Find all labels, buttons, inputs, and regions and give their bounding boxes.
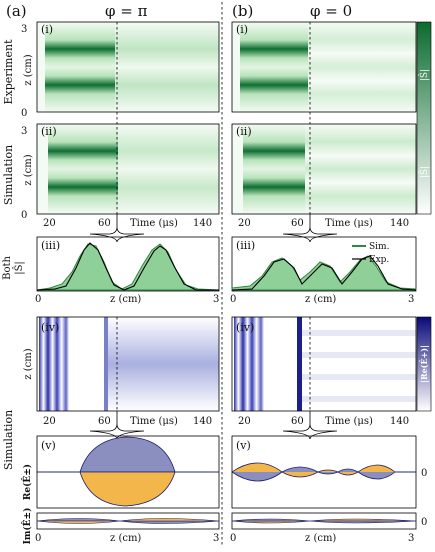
sub-b-v: (v) — [236, 439, 251, 452]
t-tick-20-a: 20 — [43, 218, 56, 229]
colorbar-green-label-ii: |Ŝ| — [418, 166, 430, 178]
time-label-a2: Time (μs) — [130, 416, 178, 427]
time-label-b2: Time (μs) — [325, 416, 373, 427]
zh-tick-0-a: 0 — [35, 294, 41, 305]
zh-label-b2: z (cm) — [305, 533, 336, 544]
im-zero: 0 — [421, 517, 427, 528]
plot-a-v-re — [36, 435, 220, 509]
z-label-a-ii: z (cm) — [23, 154, 34, 185]
plot-b-v-re — [231, 435, 417, 509]
panel-b-phase: φ = 0 — [310, 2, 352, 20]
heatmap-a-iv — [36, 316, 220, 412]
t-tick-20-b2: 20 — [238, 416, 251, 427]
t-tick-140-b: 140 — [390, 218, 409, 229]
sub-a-i: (i) — [41, 23, 53, 36]
t-tick-140-b2: 140 — [390, 416, 409, 427]
brace-a — [89, 214, 145, 243]
zh-tick-0-b2: 0 — [230, 533, 236, 544]
zh-tick-0-a2: 0 — [35, 533, 41, 544]
z-tick-0-a-ii: 0 — [21, 210, 27, 221]
z-label-a-iv: z (cm) — [23, 348, 34, 379]
t-tick-60-b: 60 — [291, 218, 304, 229]
time-label-a: Time (μs) — [130, 218, 178, 229]
zh-tick-3-b: 3 — [408, 294, 414, 305]
legend-sim: Sim. — [369, 242, 390, 252]
legend-exp: Exp. — [369, 255, 389, 265]
z-tick-0-a-i: 0 — [21, 108, 27, 119]
sub-b-iii: (iii) — [236, 239, 255, 252]
heatmap-b-i — [231, 21, 417, 113]
t-tick-20-a2: 20 — [43, 416, 56, 427]
brace-b — [282, 214, 338, 243]
zh-label-a: z (cm) — [110, 294, 141, 305]
zh-tick-3-a: 3 — [213, 294, 219, 305]
t-tick-60-a: 60 — [98, 218, 111, 229]
brace-b2 — [282, 411, 338, 440]
row-label-both: Both — [2, 256, 13, 280]
row-label-simulation: Simulation — [2, 145, 15, 205]
sub-b-ii: (ii) — [236, 125, 252, 138]
zh-label-a2: z (cm) — [110, 533, 141, 544]
panel-b-label: (b) — [232, 2, 253, 20]
heatmap-b-iv — [231, 316, 417, 412]
colorbar-blue: |Re(Ê+)| — [416, 316, 432, 412]
panel-a-phase: φ = π — [105, 2, 148, 20]
zh-tick-3-a2: 3 — [213, 533, 219, 544]
plot-a-iii — [36, 236, 220, 292]
sub-b-iv: (iv) — [236, 321, 254, 334]
z-label-a-i: z (cm) — [23, 54, 34, 85]
z-tick-3-a-i: 3 — [21, 24, 27, 35]
time-label-b: Time (μs) — [325, 218, 373, 229]
panel-a-label: (a) — [6, 2, 27, 20]
zh-label-b: z (cm) — [305, 294, 336, 305]
sub-a-iii: (iii) — [41, 239, 60, 252]
t-tick-140-a: 140 — [193, 218, 212, 229]
row-label-s: |Ŝ| — [13, 261, 25, 275]
sub-a-ii: (ii) — [41, 125, 57, 138]
re-zero: 0 — [421, 468, 427, 479]
zh-tick-3-b2: 3 — [408, 533, 414, 544]
sub-b-i: (i) — [236, 23, 248, 36]
plot-b-iii — [231, 236, 417, 292]
zh-tick-0-b: 0 — [230, 294, 236, 305]
t-tick-60-a2: 60 — [98, 416, 111, 427]
heatmap-a-ii — [36, 123, 220, 215]
colorbar-green: |Ŝ| |Ŝ| — [416, 21, 432, 215]
im-label: Im(Ê±) — [21, 508, 33, 545]
re-label: Re(Ê±) — [21, 464, 33, 500]
plot-b-v-im — [231, 512, 417, 530]
z-tick-3-a-ii: 3 — [21, 126, 27, 137]
t-tick-140-a2: 140 — [193, 416, 212, 427]
colorbar-blue-label: |Re(Ê+)| — [419, 345, 429, 383]
plot-a-v-im — [36, 512, 220, 530]
row-label-experiment: Experiment — [2, 39, 15, 105]
heatmap-b-ii — [231, 123, 417, 215]
sub-a-v: (v) — [41, 439, 56, 452]
t-tick-60-b2: 60 — [291, 416, 304, 427]
colorbar-green-label-i: |Ŝ| — [418, 69, 430, 81]
heatmap-a-i — [36, 21, 220, 113]
sub-a-iv: (iv) — [41, 321, 59, 334]
row-label-simulation-2: Simulation — [2, 410, 15, 470]
t-tick-20-b: 20 — [238, 218, 251, 229]
